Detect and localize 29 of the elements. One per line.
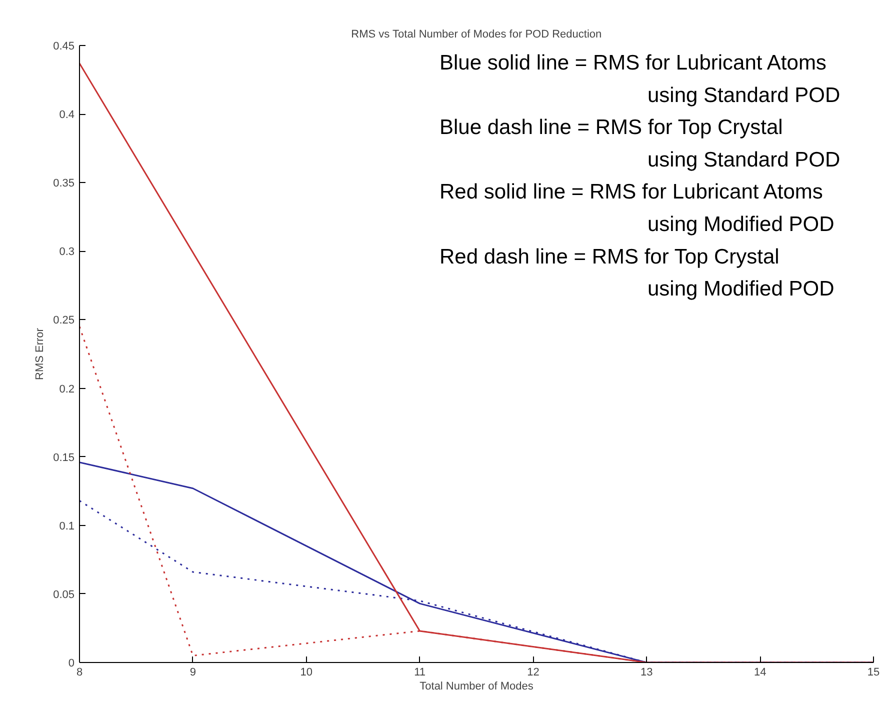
y-tick-label: 0.3	[59, 246, 75, 258]
annotation: using Modified POD	[648, 278, 834, 301]
x-tick-label: 14	[754, 666, 766, 678]
y-tick-label: 0.15	[53, 452, 75, 464]
y-tick-label: 0.05	[53, 588, 75, 601]
y-tick-label: 0.45	[53, 40, 75, 52]
chart-title: RMS vs Total Number of Modes for POD Reduction	[351, 28, 602, 40]
x-tick-label: 11	[414, 666, 426, 678]
annotation: Blue dash line = RMS for Top Crystal	[440, 116, 783, 140]
x-tick-label: 15	[867, 666, 880, 678]
y-tick-label: 0.4	[59, 109, 75, 122]
x-tick-label: 10	[300, 666, 312, 678]
y-tick-label: 0.2	[59, 383, 75, 396]
x-tick-label: 9	[190, 666, 196, 678]
y-axis-title: RMS Error	[34, 328, 46, 380]
y-tick-label: 0.35	[53, 178, 75, 190]
x-axis-title: Total Number of Modes	[420, 680, 534, 692]
y-tick-label: 0.1	[59, 520, 75, 532]
x-tick-label: 12	[527, 666, 540, 678]
annotation: using Standard POD	[648, 84, 840, 107]
x-tick-label: 13	[640, 666, 653, 678]
y-tick-label: 0.25	[53, 314, 75, 327]
annotation: using Modified POD	[648, 213, 834, 236]
annotation: Red dash line = RMS for Top Crystal	[440, 245, 780, 268]
annotation: using Standard POD	[648, 148, 840, 172]
annotation: Red solid line = RMS for Lubricant Atoms	[440, 180, 823, 204]
y-tick-label: 0	[68, 658, 75, 670]
annotation: Blue solid line = RMS for Lubricant Atoms	[440, 52, 826, 74]
x-tick-label: 8	[76, 666, 83, 678]
